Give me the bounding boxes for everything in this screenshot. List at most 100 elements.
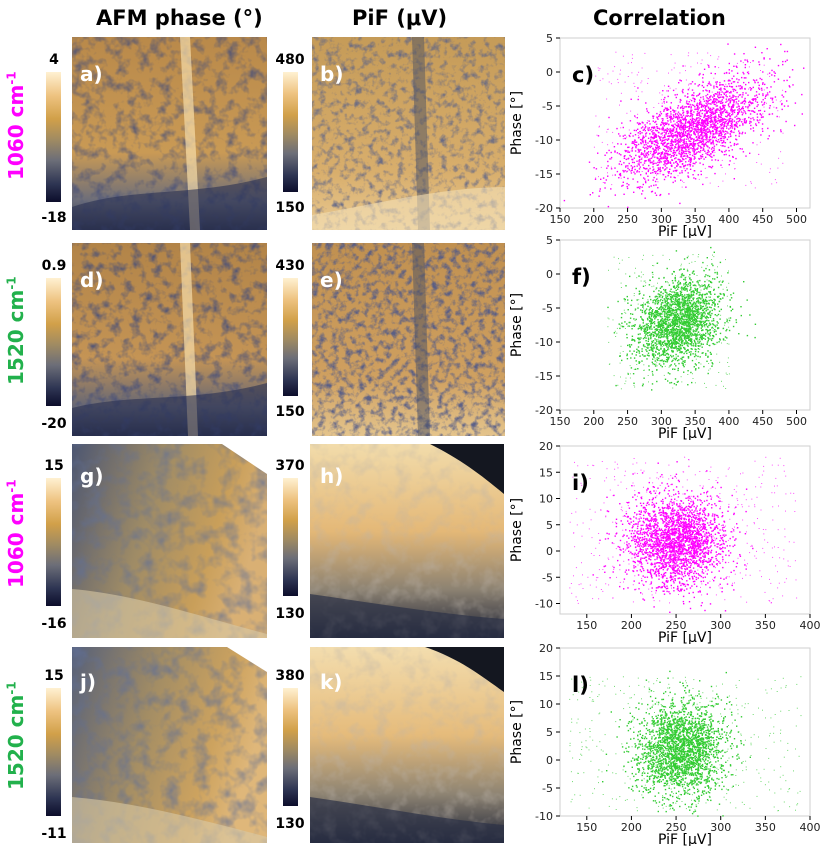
scatter-point <box>703 303 706 305</box>
scatter-point <box>627 62 629 64</box>
scatter-point <box>684 304 686 307</box>
scatter-point <box>803 67 805 69</box>
scatter-point <box>624 137 627 140</box>
scatter-point <box>625 380 627 382</box>
scatter-point <box>707 274 709 277</box>
scatter-point <box>700 336 703 338</box>
scatter-point <box>661 302 663 304</box>
scatter-point <box>674 293 676 296</box>
scatter-point <box>674 151 676 154</box>
scatter-point <box>701 326 703 328</box>
scatter-point <box>784 91 787 93</box>
scatter-point <box>659 137 661 139</box>
scatter-point <box>662 90 664 92</box>
scatter-point <box>647 337 650 339</box>
scatter-point <box>758 153 760 155</box>
scatter-point <box>728 121 730 123</box>
scatter-point <box>718 115 720 117</box>
scatter-point <box>722 84 724 86</box>
scatter-point <box>655 120 657 123</box>
scatter-point <box>673 343 676 345</box>
scatter-point <box>680 156 683 158</box>
scatter-point <box>680 144 682 147</box>
scatter-point <box>750 102 752 105</box>
scatter-point <box>751 110 753 112</box>
scatter-point <box>699 345 701 347</box>
scatter-point <box>688 339 690 341</box>
scatter-point <box>666 130 669 132</box>
scatter-point <box>645 102 647 104</box>
scatter-point <box>678 321 681 324</box>
scatter-point <box>661 366 663 368</box>
scatter-point <box>728 118 731 120</box>
scatter-point <box>645 126 647 128</box>
scatter-point <box>666 295 669 298</box>
scatter-point <box>721 123 723 125</box>
scatter-point <box>736 62 738 64</box>
scatter-point <box>699 135 701 137</box>
scatter-point <box>712 143 715 145</box>
scatter-point <box>714 125 716 128</box>
scatter-point <box>783 79 785 82</box>
scatter-point <box>606 167 608 169</box>
scatter-point <box>742 62 744 64</box>
scatter-point <box>700 63 702 65</box>
scatter-point <box>702 149 704 151</box>
scatter-point <box>631 158 634 161</box>
scatter-point <box>661 152 663 154</box>
scatter-point <box>674 287 676 289</box>
scatter-point <box>695 343 697 345</box>
scatter-point <box>664 157 666 160</box>
scatter-point <box>631 169 633 171</box>
scatter-point <box>675 88 677 90</box>
scatter-point <box>650 332 653 335</box>
scatter-point <box>700 115 702 118</box>
scatter-point <box>740 60 742 62</box>
scatter-point <box>666 356 668 358</box>
scatter-point <box>651 370 654 373</box>
scatter-point <box>644 178 646 180</box>
scatter-point <box>668 356 670 358</box>
scatter-point <box>678 333 680 336</box>
scatter-point <box>634 168 636 171</box>
scatter-point <box>730 82 733 85</box>
scatter-point <box>715 109 718 112</box>
scatter-point <box>704 121 706 123</box>
scatter-point <box>673 383 676 385</box>
scatter-point <box>649 145 651 147</box>
scatter-point <box>675 300 678 303</box>
scatter-point <box>685 161 687 163</box>
scatter-point <box>684 279 687 281</box>
scatter-point <box>672 319 674 321</box>
scatter-point <box>651 190 654 193</box>
scatter-point <box>714 109 717 111</box>
scatter-point <box>704 316 706 319</box>
scatter-point <box>669 116 672 119</box>
y-tick-label: -5 <box>542 100 553 113</box>
scatter-point <box>593 146 595 148</box>
scatter-point <box>646 358 648 360</box>
scatter-point <box>676 93 678 96</box>
scatter-point <box>698 119 700 121</box>
scatter-point <box>704 143 706 145</box>
scatter-point <box>700 106 703 108</box>
scatter-point <box>710 299 712 301</box>
scatter-point <box>644 331 646 333</box>
scatter-point <box>639 292 641 295</box>
scatter-point <box>694 128 696 130</box>
scatter-point <box>635 146 637 148</box>
scatter-point <box>669 115 671 117</box>
scatter-point <box>726 119 728 121</box>
scatter-point <box>738 85 740 87</box>
scatter-point <box>688 106 690 108</box>
scatter-point <box>728 62 730 65</box>
scatter-point <box>647 344 649 347</box>
scatter-point <box>683 168 685 169</box>
scatter-point <box>688 315 690 317</box>
scatter-point <box>667 90 669 92</box>
scatter-point <box>675 130 678 132</box>
scatter-point <box>661 127 663 130</box>
scatter-point <box>681 330 683 332</box>
scatter-point <box>699 137 701 140</box>
scatter-point <box>764 97 766 99</box>
